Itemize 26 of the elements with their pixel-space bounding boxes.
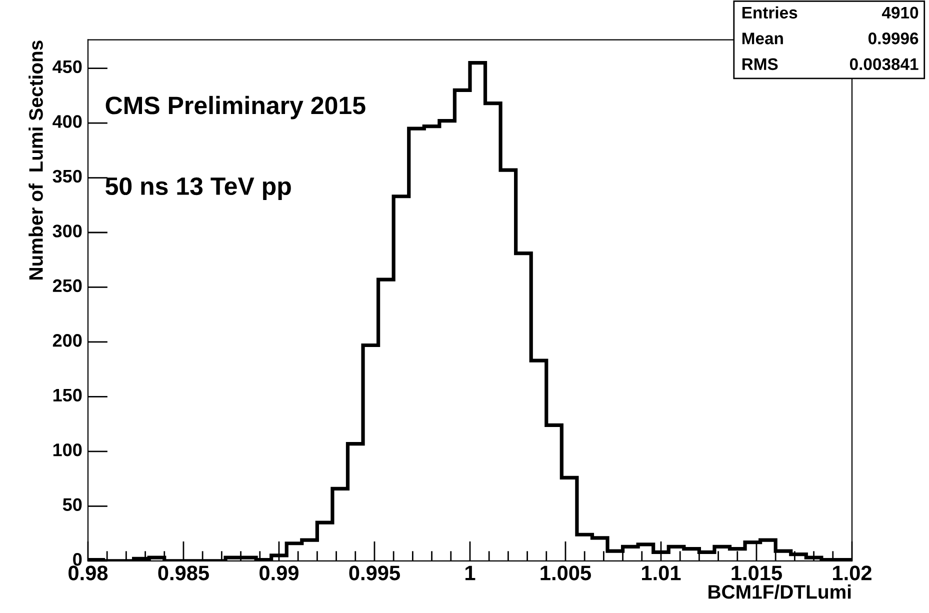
x-tick-label: 0.99: [260, 566, 298, 580]
y-tick-label: 200: [52, 334, 82, 347]
y-tick-label: 300: [52, 224, 82, 238]
y-tick-label: 100: [53, 443, 82, 456]
x-tick-label: 0.985: [158, 566, 209, 580]
x-axis-title: BCM1F/DTLumi: [708, 584, 851, 599]
y-tick-label: 50: [62, 498, 82, 512]
x-tick-label: 1.015: [732, 566, 782, 580]
text: Mean 0.9996: [742, 32, 918, 44]
x-tick-label: 0.995: [349, 566, 400, 580]
x-tick-label: 1.01: [642, 566, 681, 580]
x-tick-label: 0.98: [68, 566, 108, 580]
text: Entries 4910: [742, 6, 918, 19]
text: RMS 0.003841: [742, 58, 918, 70]
x-tick-label: 1.02: [833, 566, 872, 580]
y-tick-label: 0: [73, 552, 82, 566]
y-tick-label: 250: [52, 279, 82, 292]
y-tick-label: 450: [52, 60, 82, 74]
annotation: 50 ns 13 TeV pp: [106, 177, 291, 200]
x-tick-label: 1: [466, 566, 476, 580]
y-axis-title: Number of Lumi Sections: [28, 40, 43, 280]
y-tick-label: 350: [52, 170, 82, 183]
x-tick-label: 1.005: [540, 566, 591, 580]
y-tick-label: 150: [53, 388, 82, 402]
annotation: CMS Preliminary 2015: [106, 96, 366, 120]
y-tick-label: 400: [52, 115, 82, 128]
